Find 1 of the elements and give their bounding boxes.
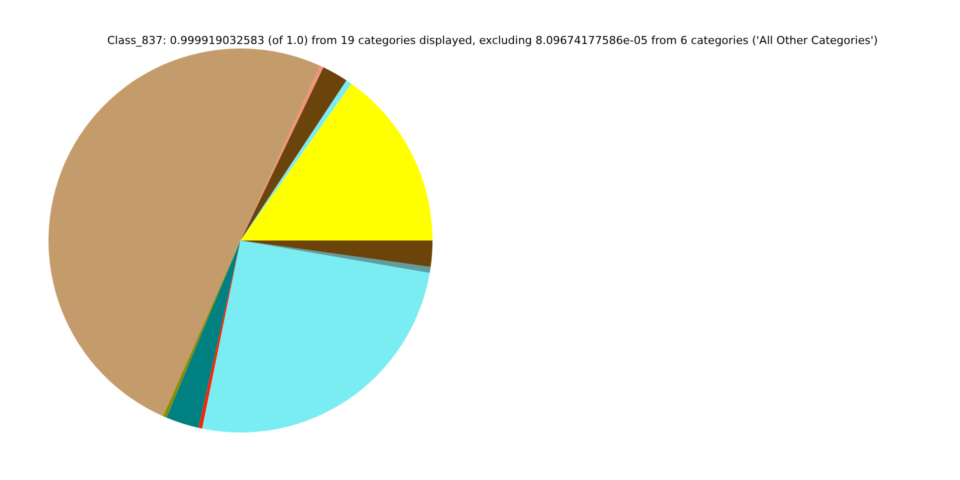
text: Class_837: 0.999919032583 (of 1.0) from 19 categories displayed, excluding 8.09674177586e-05 from 6 categories ('All Other Categories') <box>107 34 878 47</box>
